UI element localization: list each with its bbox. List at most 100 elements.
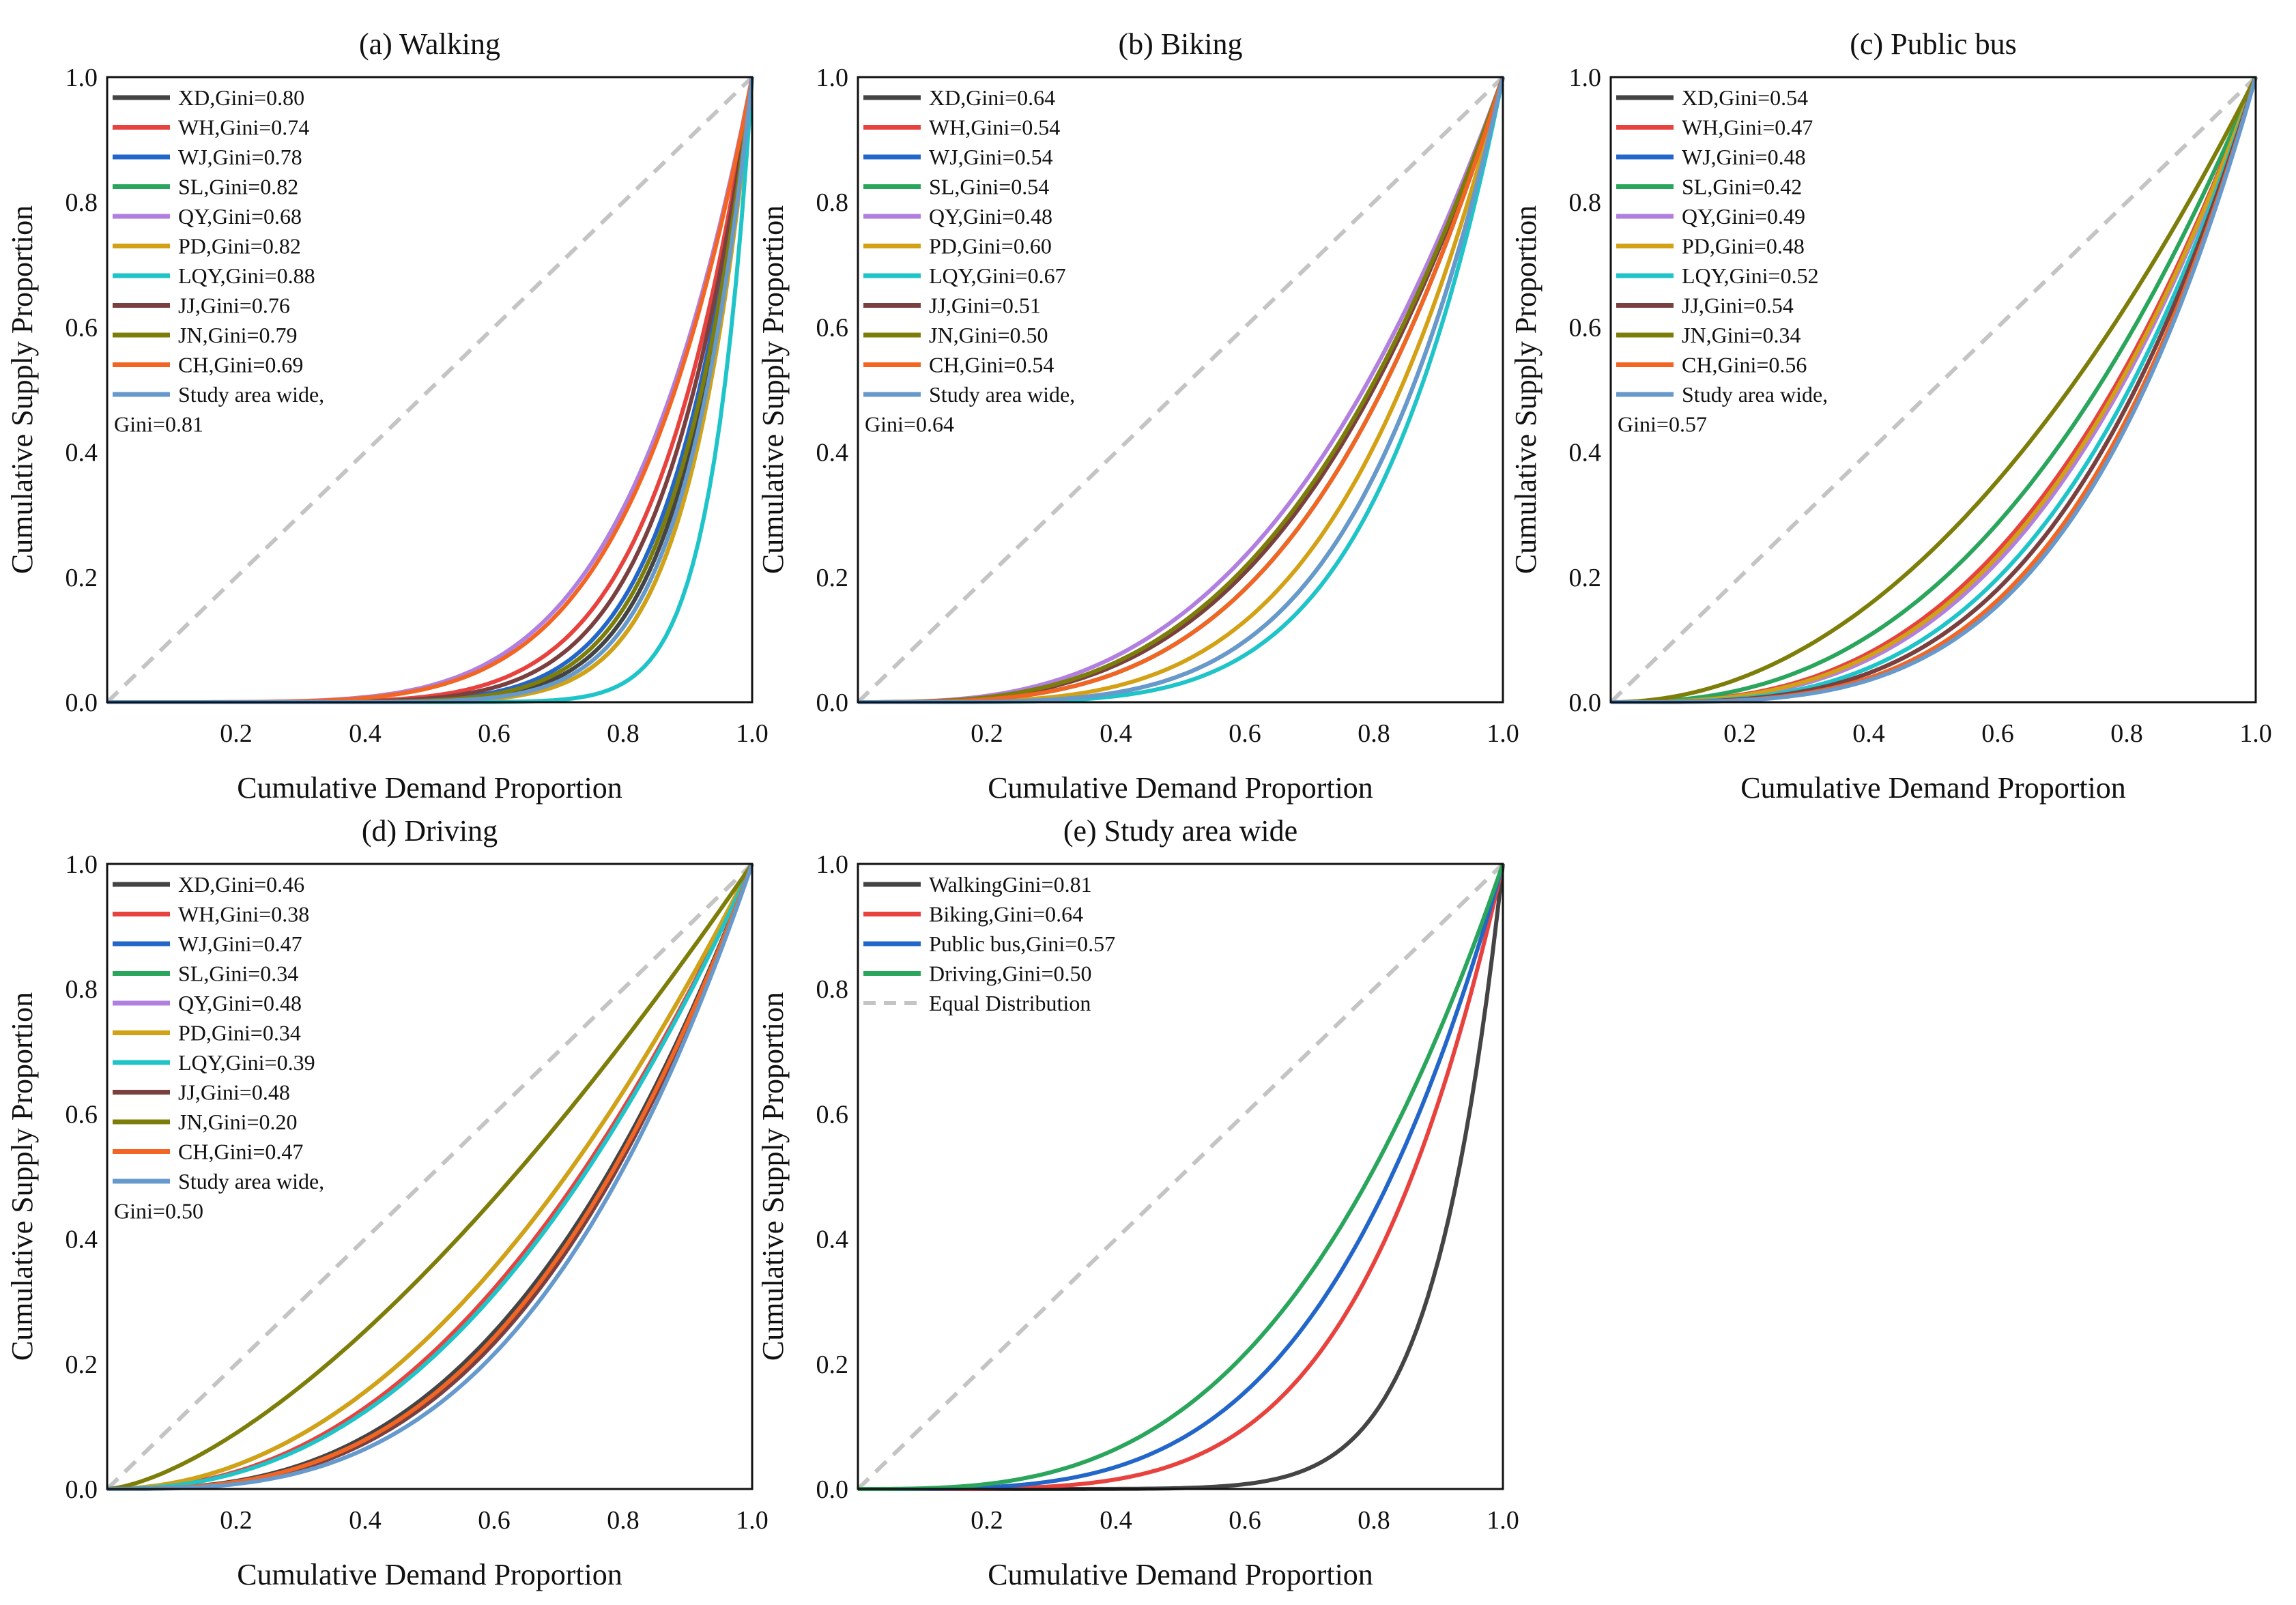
chart-panel-1: (a) Walking 0.2 0.4 0.6 0.8 1.0 0.0 0.2 0.4 0.6 0.… xyxy=(5,27,769,805)
legend-label: WalkingGini=0.81 xyxy=(929,872,1092,897)
legend-label: LQY,Gini=0.88 xyxy=(178,263,315,288)
equality-line xyxy=(856,75,1505,704)
legend-label: XD,Gini=0.64 xyxy=(929,85,1055,110)
x-tick-label: 0.6 xyxy=(1229,719,1261,748)
y-axis-label: Cumulative Supply Proportion xyxy=(5,992,39,1361)
legend-label: Gini=0.57 xyxy=(1618,412,1707,437)
legend-label: JN,Gini=0.50 xyxy=(929,323,1048,347)
y-tick-label: 0.4 xyxy=(66,1226,98,1254)
legend-label: CH,Gini=0.56 xyxy=(1682,353,1807,377)
legend-label: WH,Gini=0.54 xyxy=(929,115,1060,140)
y-tick-label: 0.2 xyxy=(1569,564,1602,592)
chart-title: (c) Public bus xyxy=(1850,27,2016,61)
equality-line xyxy=(105,862,754,1491)
legend-label: WH,Gini=0.74 xyxy=(178,115,309,140)
chart-panel-4: (d) Driving 0.2 0.4 0.6 0.8 1.0 0.0 0.2 0.4 0.6 0.… xyxy=(5,814,769,1591)
legend-label: Driving,Gini=0.50 xyxy=(929,961,1091,986)
legend-label: Biking,Gini=0.64 xyxy=(929,902,1083,927)
y-tick-label: 0.4 xyxy=(1569,439,1602,467)
y-tick-label: 0.4 xyxy=(66,439,98,467)
legend-label: WH,Gini=0.47 xyxy=(1682,115,1813,140)
legend-label: JJ,Gini=0.54 xyxy=(1682,293,1794,318)
legend-label: Study area wide, xyxy=(178,382,324,407)
x-axis-label: Cumulative Demand Proportion xyxy=(988,771,1373,805)
axes-frame xyxy=(106,863,754,1490)
y-tick-label: 0.6 xyxy=(816,313,849,342)
legend-label: Gini=0.50 xyxy=(114,1199,203,1224)
legend-label: XD,Gini=0.80 xyxy=(178,85,304,110)
equality-line xyxy=(1609,75,2258,704)
y-tick-label: 0.8 xyxy=(66,975,98,1004)
y-tick-label: 0.4 xyxy=(816,1226,849,1254)
x-tick-label: 0.8 xyxy=(2110,719,2143,748)
legend-label: Equal Distribution xyxy=(929,991,1091,1015)
x-tick-label: 0.4 xyxy=(1100,1506,1132,1535)
series-line-jn-gini-0-20 xyxy=(106,863,754,1491)
legend-label: WH,Gini=0.38 xyxy=(178,902,309,927)
series-line-pd-gini-0-34 xyxy=(106,863,754,1491)
legend-label: JJ,Gini=0.48 xyxy=(178,1080,290,1105)
x-tick-label: 0.4 xyxy=(349,719,382,748)
x-tick-label: 0.6 xyxy=(1981,719,2014,748)
y-tick-label: 0.0 xyxy=(1569,689,1602,717)
chart-title: (e) Study area wide xyxy=(1063,814,1297,848)
axes-frame xyxy=(857,863,1504,1490)
y-tick-label: 1.0 xyxy=(66,850,98,879)
x-axis-label: Cumulative Demand Proportion xyxy=(237,1558,622,1591)
legend-label: WJ,Gini=0.47 xyxy=(178,931,302,956)
legend-label: QY,Gini=0.68 xyxy=(178,204,302,229)
legend-label: PD,Gini=0.48 xyxy=(1682,234,1805,259)
x-tick-label: 1.0 xyxy=(1487,1506,1519,1535)
legend-label: PD,Gini=0.60 xyxy=(929,234,1052,259)
chart-title: (d) Driving xyxy=(362,814,498,848)
y-tick-label: 0.8 xyxy=(66,188,98,217)
series-line-sl-gini-0-42 xyxy=(1611,76,2258,704)
x-tick-label: 0.8 xyxy=(607,1506,640,1535)
legend-label: XD,Gini=0.46 xyxy=(178,872,304,897)
y-tick-label: 0.8 xyxy=(1569,188,1602,217)
legend-label: PD,Gini=0.34 xyxy=(178,1021,301,1045)
y-tick-label: 0.4 xyxy=(816,439,849,467)
y-tick-label: 0.0 xyxy=(816,689,849,717)
axes-frame xyxy=(1609,76,2257,704)
y-tick-label: 0.8 xyxy=(816,975,849,1004)
x-axis-label: Cumulative Demand Proportion xyxy=(1740,771,2126,805)
chart-panel-5: (e) Study area wide 0.2 0.4 0.6 0.8 1.0 0.0 0.2… xyxy=(756,814,1519,1591)
chart-title: (a) Walking xyxy=(359,27,500,61)
chart-panel-2: (b) Biking 0.2 0.4 0.6 0.8 1.0 0.0 0.2 0.4 0.6 0.8… xyxy=(756,27,1519,805)
legend-label: PD,Gini=0.82 xyxy=(178,234,301,259)
legend-label: Public bus,Gini=0.57 xyxy=(929,931,1115,956)
legend-label: JJ,Gini=0.76 xyxy=(178,293,290,318)
legend-label: JN,Gini=0.34 xyxy=(1682,323,1801,347)
legend-label: SL,Gini=0.42 xyxy=(1682,175,1802,199)
legend-label: CH,Gini=0.47 xyxy=(178,1140,303,1164)
legend-label: QY,Gini=0.49 xyxy=(1682,204,1805,229)
y-tick-label: 0.0 xyxy=(66,689,98,717)
y-tick-label: 0.0 xyxy=(816,1475,849,1504)
y-tick-label: 0.6 xyxy=(1569,313,1602,342)
legend-label: CH,Gini=0.69 xyxy=(178,353,303,377)
x-tick-label: 0.6 xyxy=(478,719,511,748)
legend-label: WJ,Gini=0.78 xyxy=(178,145,302,169)
x-tick-label: 0.8 xyxy=(1358,1506,1390,1535)
legend-label: Gini=0.64 xyxy=(865,412,954,437)
x-axis-label: Cumulative Demand Proportion xyxy=(988,1558,1373,1591)
x-axis-label: Cumulative Demand Proportion xyxy=(237,771,622,805)
legend-label: LQY,Gini=0.52 xyxy=(1682,263,1819,288)
legend-label: CH,Gini=0.54 xyxy=(929,353,1054,377)
x-tick-label: 0.8 xyxy=(607,719,640,748)
y-tick-label: 0.2 xyxy=(66,1350,98,1379)
y-tick-label: 1.0 xyxy=(816,850,849,879)
x-tick-label: 0.8 xyxy=(1358,719,1390,748)
legend: XD,Gini=0.80 WH,Gini=0.74 WJ,Gini=0.78 SL,G… xyxy=(113,85,324,437)
axes-frame xyxy=(857,76,1504,704)
legend-label: LQY,Gini=0.67 xyxy=(929,263,1066,288)
y-tick-label: 0.0 xyxy=(66,1475,98,1504)
legend-label: QY,Gini=0.48 xyxy=(178,991,302,1015)
y-tick-label: 1.0 xyxy=(1569,63,1602,92)
equality-line xyxy=(856,862,1505,1491)
y-tick-label: 0.6 xyxy=(66,313,98,342)
series-line-study-area-wide xyxy=(107,863,754,1491)
legend-label: JJ,Gini=0.51 xyxy=(929,293,1041,318)
x-tick-label: 1.0 xyxy=(1487,719,1519,748)
